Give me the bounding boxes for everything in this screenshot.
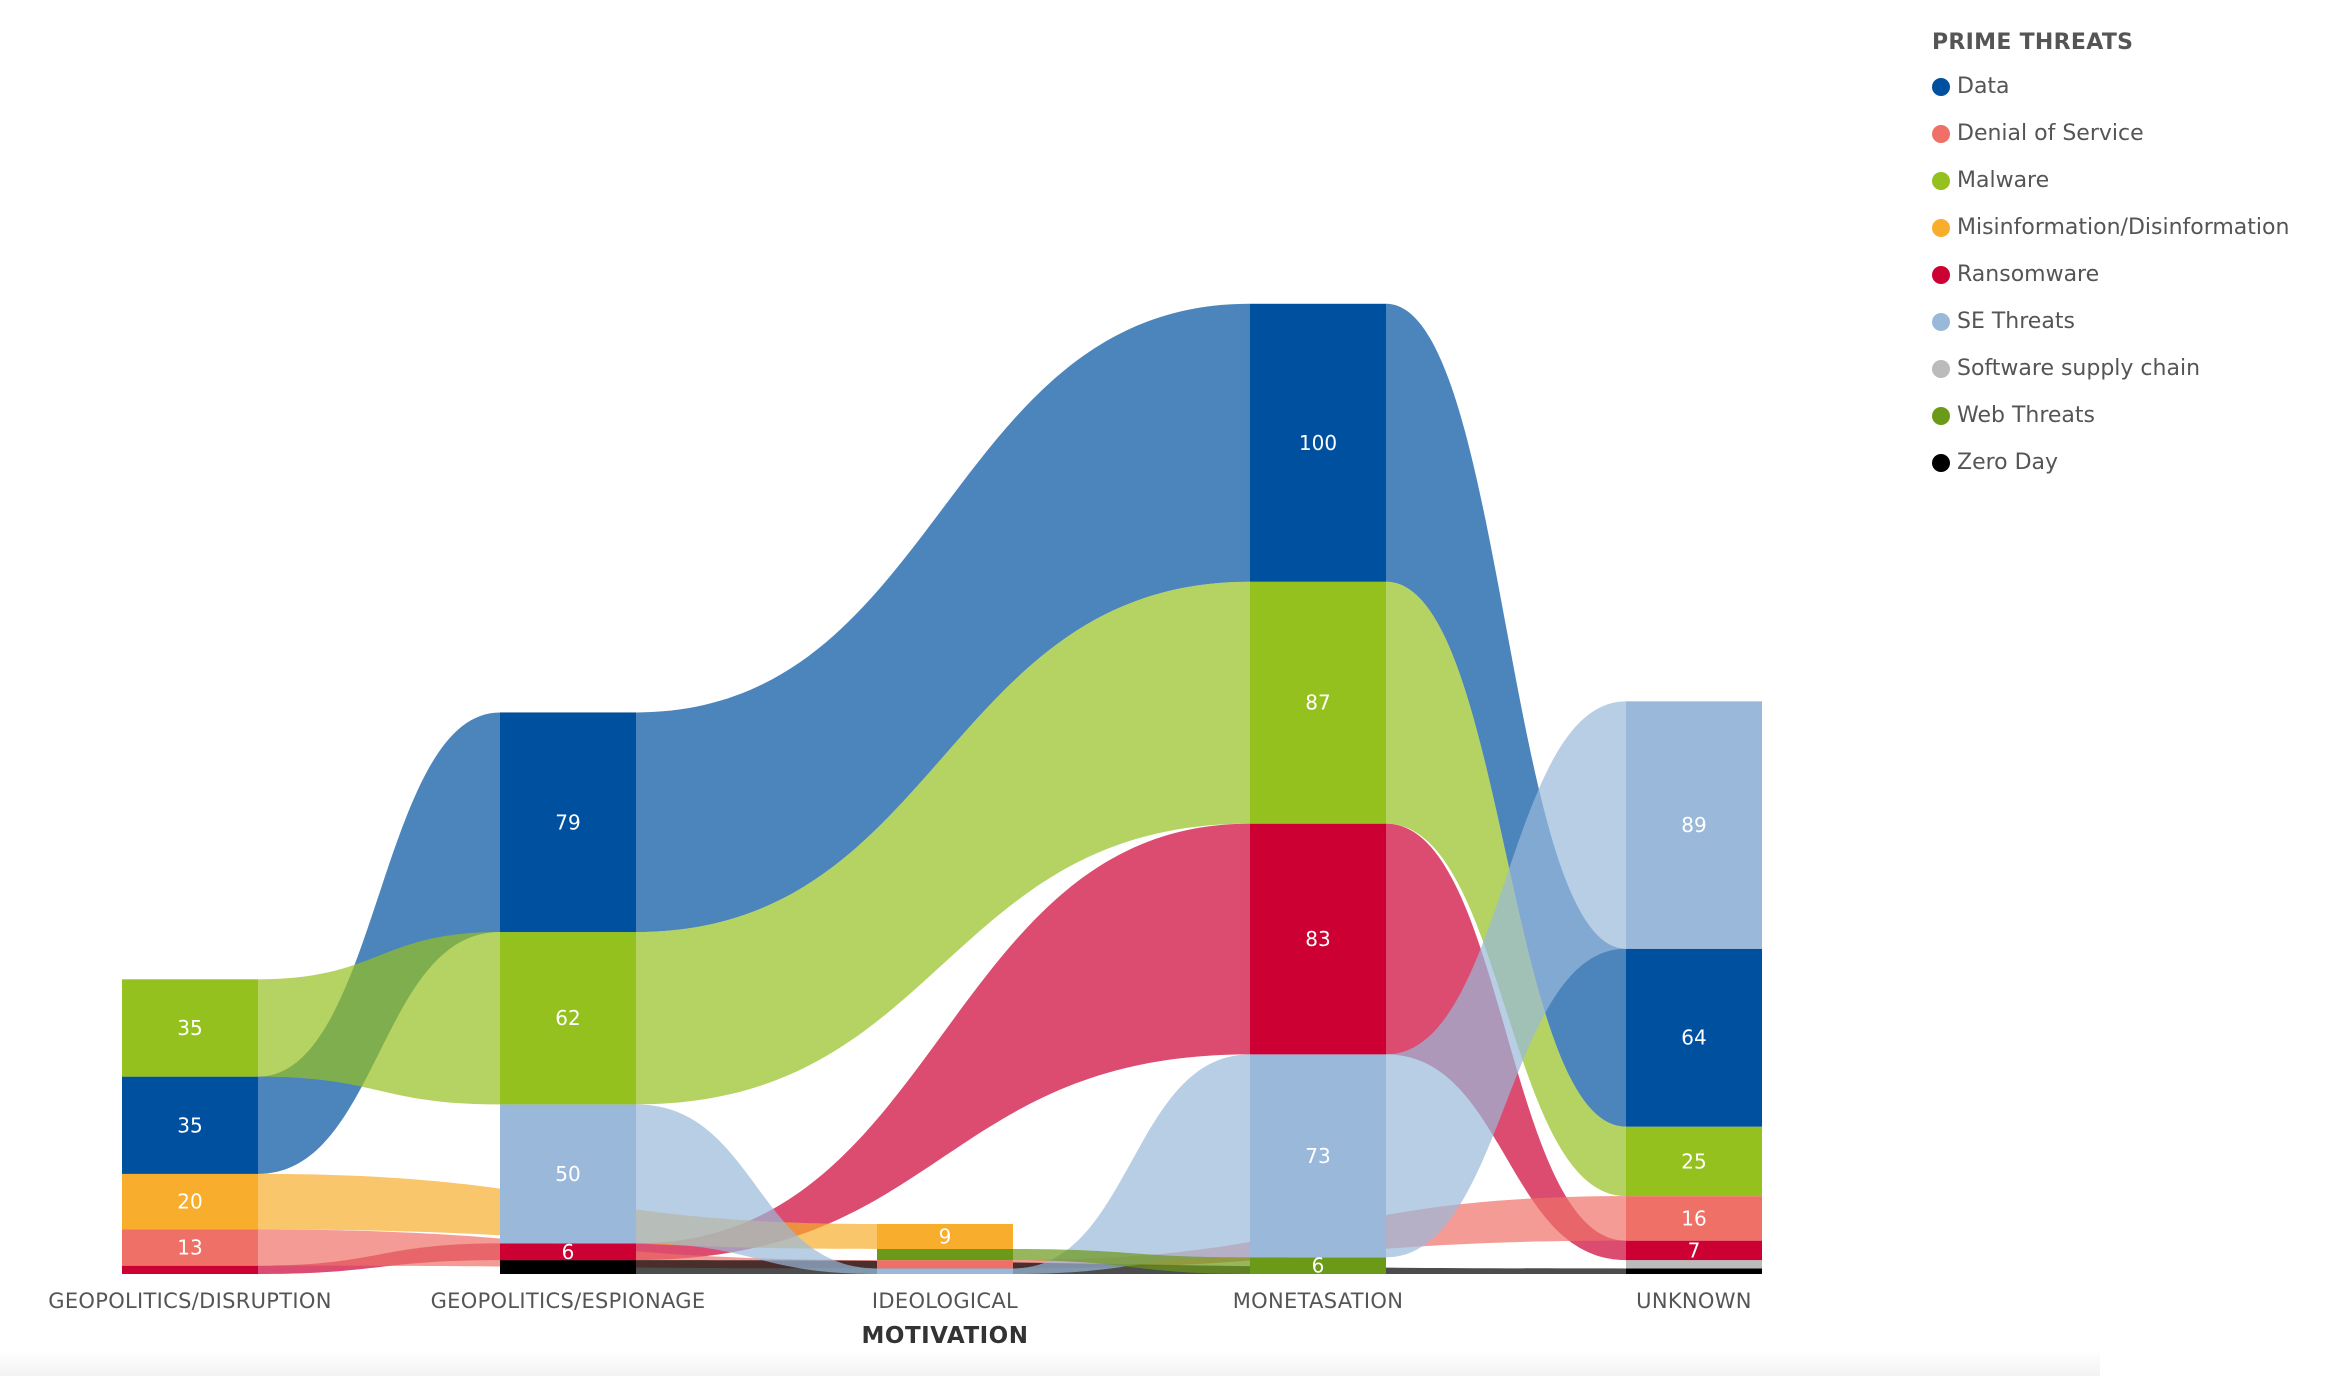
legend-dot-icon (1932, 406, 1950, 425)
ribbon-se-threats-2-3 (1013, 1054, 1250, 1274)
legend-item-zero-day[interactable]: Zero Day (1932, 439, 2312, 486)
category-label-monetasation: MONETASATION (1233, 1289, 1404, 1313)
legend-item-data[interactable]: Data (1932, 63, 2312, 110)
data-label-monetasation-web-threats: 6 (1312, 1254, 1325, 1278)
bar-monetasation-web-threats (1250, 1257, 1386, 1274)
data-label-ideological-misinformation-disinformation: 9 (939, 1224, 952, 1248)
ribbon-web-threats-2-3 (1013, 1248, 1250, 1274)
bar-ideological-misinformation-disinformation (877, 1223, 1013, 1249)
legend-dot-icon (1932, 218, 1950, 237)
ribbon-malware-1-3 (636, 581, 1250, 1105)
data-label-monetasation-se-threats: 73 (1305, 1144, 1330, 1168)
bar-geopolitics-disruption-denial-of-service (122, 1229, 258, 1266)
bar-unknown-software-supply-chain (1626, 1260, 1762, 1269)
bar-unknown-malware (1626, 1126, 1762, 1197)
legend-label: SE Threats (1957, 309, 2075, 334)
bar-unknown-data (1626, 948, 1762, 1127)
data-label-geopolitics-disruption-misinformation-disinformation: 20 (177, 1190, 202, 1214)
legend: PRIME THREATS Data Denial of Service Malwa… (1932, 30, 2312, 486)
bar-monetasation-malware (1250, 581, 1386, 824)
data-label-geopolitics-disruption-malware: 35 (177, 1016, 202, 1040)
ribbon-se-threats-3-4 (1386, 701, 1626, 1258)
ribbon-data-1-3 (636, 303, 1250, 933)
bar-unknown-se-threats (1626, 701, 1762, 949)
bar-geopolitics-espionage-data (500, 712, 636, 933)
bar-geopolitics-disruption-malware (122, 979, 258, 1077)
ribbon-malware-0-1 (258, 932, 500, 1105)
legend-label: Web Threats (1957, 403, 2096, 428)
ribbon-ransomware-1-3 (636, 823, 1250, 1261)
data-label-monetasation-data: 100 (1299, 431, 1337, 455)
bar-monetasation-data (1250, 303, 1386, 582)
legend-label: Software supply chain (1957, 356, 2201, 381)
category-label-unknown: UNKNOWN (1636, 1289, 1752, 1313)
bar-geopolitics-espionage-zero-day (500, 1260, 636, 1274)
data-label-geopolitics-espionage-se-threats: 50 (555, 1162, 580, 1186)
legend-label: Denial of Service (1957, 121, 2144, 146)
legend-dot-icon (1932, 77, 1950, 96)
data-label-monetasation-malware: 87 (1305, 691, 1330, 715)
data-label-monetasation-ransomware: 83 (1305, 927, 1330, 951)
data-label-unknown-data: 64 (1681, 1026, 1706, 1050)
bar-geopolitics-disruption-misinformation-disinformation (122, 1173, 258, 1230)
bar-layer (122, 303, 1762, 1274)
data-label-geopolitics-espionage-ransomware: 6 (562, 1240, 575, 1264)
bar-ideological-denial-of-service (877, 1260, 1013, 1269)
bar-geopolitics-disruption-ransomware (122, 1265, 258, 1274)
legend-label: Zero Day (1957, 450, 2059, 475)
data-label-geopolitics-disruption-data: 35 (177, 1113, 202, 1137)
data-label-geopolitics-espionage-malware: 62 (555, 1006, 580, 1030)
data-label-geopolitics-espionage-data: 79 (555, 810, 580, 834)
legend-item-denial-of-service[interactable]: Denial of Service (1932, 110, 2312, 157)
legend-dot-icon (1932, 453, 1950, 472)
ribbon-layer (258, 303, 1626, 1274)
bar-unknown-ransomware (1626, 1240, 1762, 1261)
bar-geopolitics-espionage-ransomware (500, 1243, 636, 1261)
legend-label: Ransomware (1957, 262, 2100, 287)
legend-item-web-threats[interactable]: Web Threats (1932, 392, 2312, 439)
bar-geopolitics-espionage-malware (500, 932, 636, 1105)
legend-dot-icon (1932, 171, 1950, 190)
ribbon-se-threats-1-2 (636, 1104, 877, 1274)
x-axis-title: MOTIVATION (862, 1323, 1029, 1349)
data-label-geopolitics-disruption-denial-of-service: 13 (177, 1236, 202, 1260)
legend-dot-icon (1932, 312, 1950, 331)
data-label-unknown-malware: 25 (1681, 1149, 1706, 1173)
data-label-unknown-se-threats: 89 (1681, 813, 1706, 837)
legend-item-software-supply-chain[interactable]: Software supply chain (1932, 345, 2312, 392)
bar-ideological-se-threats (877, 1268, 1013, 1274)
legend-dot-icon (1932, 265, 1950, 284)
bar-monetasation-se-threats (1250, 1054, 1386, 1258)
category-label-ideological: IDEOLOGICAL (872, 1289, 1018, 1313)
legend-items: Data Denial of Service Malware Misinformati… (1932, 63, 2312, 486)
legend-label: Malware (1957, 168, 2050, 193)
bottom-fade (0, 1350, 2100, 1376)
data-label-unknown-ransomware: 7 (1688, 1238, 1701, 1262)
legend-item-se-threats[interactable]: SE Threats (1932, 298, 2312, 345)
bar-unknown-zero-day (1626, 1268, 1762, 1274)
data-label-unknown-denial-of-service: 16 (1681, 1206, 1706, 1230)
legend-label: Data (1957, 74, 2010, 99)
legend-item-misinformation-disinformation[interactable]: Misinformation/Disinformation (1932, 204, 2312, 251)
bar-ideological-web-threats (877, 1248, 1013, 1261)
bar-geopolitics-espionage-se-threats (500, 1104, 636, 1244)
category-label-geopolitics-disruption: GEOPOLITICS/DISRUPTION (48, 1289, 331, 1313)
legend-dot-icon (1932, 124, 1950, 143)
legend-item-malware[interactable]: Malware (1932, 157, 2312, 204)
legend-item-ransomware[interactable]: Ransomware (1932, 251, 2312, 298)
bar-unknown-denial-of-service (1626, 1196, 1762, 1241)
legend-title: PRIME THREATS (1932, 30, 2134, 55)
legend-label: Misinformation/Disinformation (1957, 215, 2290, 240)
category-label-layer: GEOPOLITICS/DISRUPTION GEOPOLITICS/ESPION… (48, 1289, 1752, 1313)
legend-dot-icon (1932, 359, 1950, 378)
bar-monetasation-ransomware (1250, 823, 1386, 1055)
bar-geopolitics-disruption-data (122, 1076, 258, 1174)
category-label-geopolitics-espionage: GEOPOLITICS/ESPIONAGE (431, 1289, 706, 1313)
